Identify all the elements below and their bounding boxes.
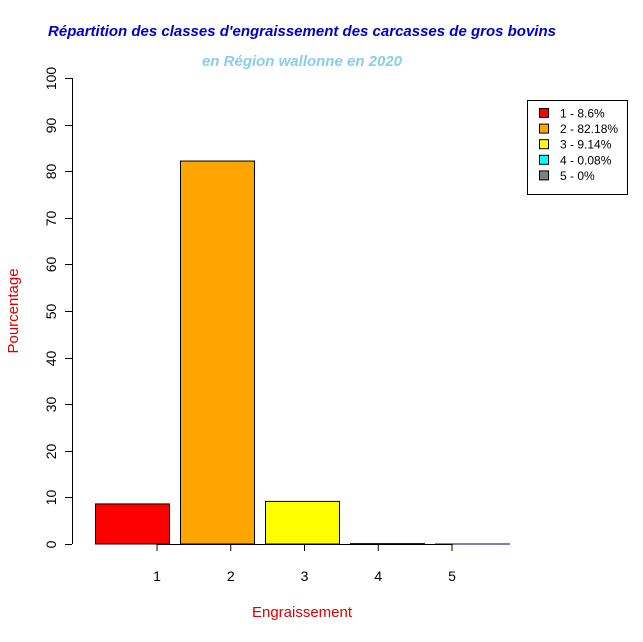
legend-entry: 3 - 9.14% [560,138,612,152]
chart-subtitle: en Région wallonne en 2020 [202,53,403,70]
y-tick-label: 100 [43,67,59,91]
y-tick-label: 0 [43,540,59,548]
y-tick-label: 80 [43,164,59,180]
x-tick-label: 3 [301,568,309,584]
y-axis: 0 10 20 30 40 50 60 70 80 90 100 [43,67,73,548]
bar-2 [180,160,255,545]
x-tick-label: 4 [374,568,382,584]
legend-swatch [539,123,549,134]
legend-swatch [539,170,549,181]
y-tick-label: 30 [43,397,59,413]
legend-entry: 4 - 0.08% [560,153,612,167]
bars [95,160,510,545]
x-axis-label: Engraissement [252,604,353,621]
y-tick-label: 20 [43,444,59,460]
y-tick-label: 90 [43,118,59,134]
chart-title: Répartition des classes d'engraissement … [48,23,556,40]
bar-1 [95,503,170,545]
y-tick-label: 50 [43,304,59,320]
y-tick-label: 70 [43,211,59,227]
y-tick-label: 40 [43,351,59,367]
x-axis: 1 2 3 4 5 [153,544,456,584]
x-tick-label: 5 [448,568,456,584]
legend-entry: 1 - 8.6% [560,107,605,121]
x-tick-label: 1 [153,568,161,584]
y-axis-label: Pourcentage [5,268,22,353]
y-tick-label: 10 [43,490,59,506]
legend-swatch [539,108,549,118]
legend-swatch [539,139,549,150]
x-tick-label: 2 [227,568,235,584]
bar-3 [265,500,340,545]
y-tick-label: 60 [43,257,59,273]
legend-entry: 2 - 82.18% [560,122,618,136]
legend-entry: 5 - 0% [560,169,595,183]
legend-swatch [539,154,549,165]
legend: 1 - 8.6%2 - 82.18% 3 - 9.14%4 - 0.08% 5 - … [527,100,628,195]
